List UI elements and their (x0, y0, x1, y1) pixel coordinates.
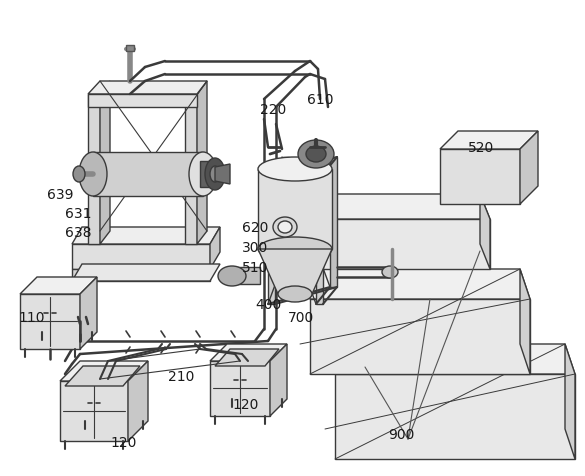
Text: 639: 639 (47, 188, 74, 201)
Polygon shape (565, 344, 575, 459)
Polygon shape (88, 82, 207, 95)
Polygon shape (100, 82, 110, 245)
Polygon shape (215, 349, 279, 366)
Text: 120: 120 (110, 435, 136, 449)
Ellipse shape (298, 141, 334, 169)
Polygon shape (232, 268, 260, 284)
Ellipse shape (273, 218, 297, 238)
Polygon shape (210, 344, 287, 361)
Polygon shape (520, 132, 538, 205)
Polygon shape (60, 381, 128, 441)
Polygon shape (520, 269, 530, 374)
Text: 110: 110 (18, 310, 44, 324)
Polygon shape (290, 195, 490, 219)
Text: 210: 210 (168, 369, 194, 383)
Ellipse shape (189, 153, 217, 197)
Polygon shape (282, 158, 289, 288)
Text: 700: 700 (288, 310, 314, 324)
Ellipse shape (205, 159, 225, 190)
Polygon shape (88, 95, 197, 108)
Polygon shape (270, 344, 287, 416)
Ellipse shape (278, 221, 292, 234)
Text: 520: 520 (468, 141, 494, 155)
Text: 300: 300 (242, 240, 269, 255)
Polygon shape (210, 361, 270, 416)
Polygon shape (440, 149, 520, 205)
Polygon shape (72, 265, 220, 281)
Text: 220: 220 (260, 103, 286, 117)
Ellipse shape (258, 238, 332, 261)
Text: 638: 638 (65, 226, 91, 239)
Ellipse shape (306, 147, 326, 163)
Polygon shape (210, 228, 220, 269)
Polygon shape (316, 175, 323, 304)
Text: 510: 510 (242, 260, 269, 275)
Polygon shape (72, 245, 210, 269)
Ellipse shape (258, 158, 332, 182)
Text: 610: 610 (307, 93, 333, 107)
Polygon shape (72, 269, 210, 281)
Polygon shape (88, 95, 100, 245)
Polygon shape (480, 195, 490, 269)
Polygon shape (200, 162, 215, 188)
Polygon shape (440, 132, 538, 149)
Text: 620: 620 (242, 220, 269, 235)
Ellipse shape (382, 267, 398, 278)
Polygon shape (325, 344, 575, 374)
Ellipse shape (210, 167, 220, 183)
Polygon shape (335, 374, 575, 459)
Polygon shape (268, 175, 275, 304)
Polygon shape (80, 278, 97, 349)
Polygon shape (215, 165, 230, 185)
Polygon shape (20, 294, 80, 349)
Polygon shape (93, 153, 203, 197)
Polygon shape (300, 269, 530, 299)
Polygon shape (258, 249, 332, 294)
Ellipse shape (218, 267, 246, 287)
Text: 631: 631 (65, 207, 91, 220)
Polygon shape (126, 46, 134, 52)
Polygon shape (258, 169, 332, 249)
Text: 120: 120 (232, 397, 259, 411)
Text: 900: 900 (388, 427, 414, 441)
Polygon shape (20, 278, 97, 294)
Ellipse shape (73, 167, 85, 183)
Polygon shape (310, 299, 530, 374)
Polygon shape (300, 219, 490, 269)
Polygon shape (60, 361, 148, 381)
Polygon shape (197, 82, 207, 245)
Polygon shape (65, 366, 140, 386)
Ellipse shape (278, 287, 312, 302)
Polygon shape (330, 158, 337, 288)
Polygon shape (128, 361, 148, 441)
Text: 400: 400 (255, 298, 281, 311)
Ellipse shape (79, 153, 107, 197)
Polygon shape (72, 228, 220, 245)
Polygon shape (185, 95, 197, 245)
